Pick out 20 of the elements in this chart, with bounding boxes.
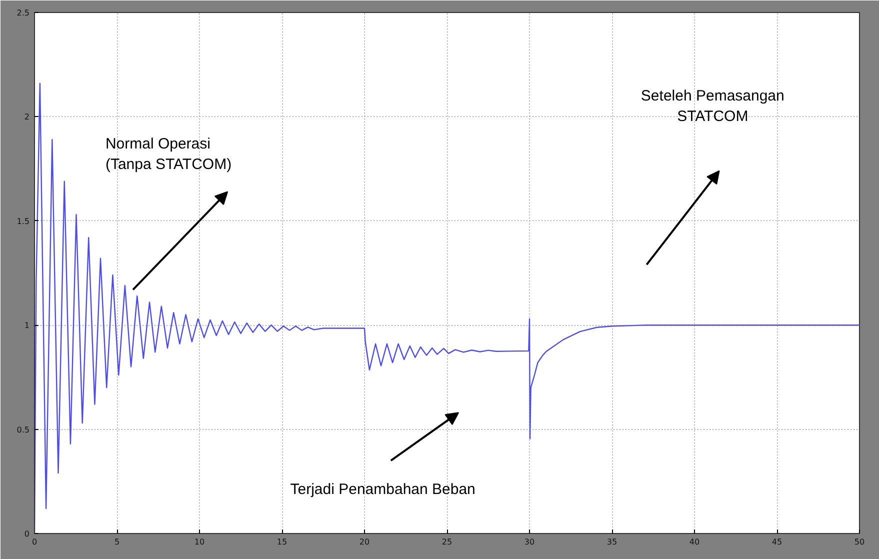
annotation: Normal Operasi (Tanpa STATCOM) — [105, 136, 232, 173]
x-tick-label: 40 — [689, 538, 700, 546]
x-tick-label: 5 — [114, 538, 120, 546]
x-tick-label: 0 — [32, 538, 38, 546]
x-tick-label: 10 — [194, 538, 205, 546]
y-tick-label: 1 — [24, 321, 30, 330]
y-tick-label: 2 — [24, 112, 30, 122]
annotation: Seteleh Pemasangan STATCOM — [640, 88, 784, 125]
x-tick-label: 25 — [442, 538, 452, 546]
annotation: Terjadi Penambahan Beban — [290, 481, 476, 498]
y-tick-label: 2.5 — [16, 8, 30, 18]
x-tick-label: 15 — [276, 538, 288, 546]
y-tick-label: 1.5 — [16, 216, 30, 226]
x-tick-label: 45 — [772, 538, 782, 546]
x-tick-label: 30 — [524, 538, 535, 546]
x-tick-label: 50 — [854, 538, 865, 546]
y-tick-label: 0.5 — [16, 425, 30, 434]
x-tick-label: 35 — [606, 538, 618, 546]
x-tick-label: 20 — [359, 538, 370, 546]
y-tick-label: 0 — [24, 530, 30, 538]
